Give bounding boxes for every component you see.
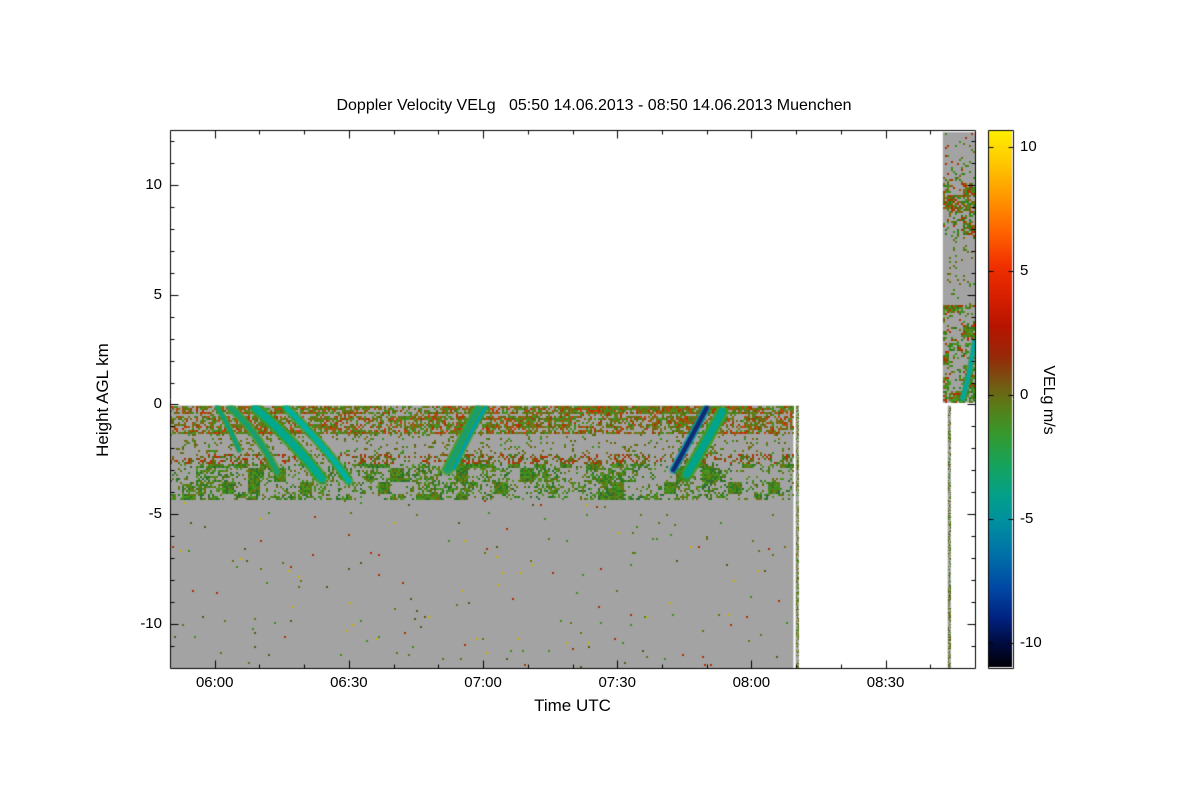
x-tick-label-4: 08:00 — [732, 674, 771, 691]
y-tick-label-4: -10 — [140, 615, 162, 633]
x-tick-label-5: 08:30 — [866, 674, 905, 691]
y-tick-label-1: 5 — [153, 285, 162, 303]
y-tick-label-3: -5 — [148, 505, 162, 523]
x-tick-label-0: 06:00 — [195, 674, 234, 691]
x-tick-label-3: 07:30 — [598, 674, 636, 691]
colorbar-tick-label-1: 5 — [1020, 262, 1029, 280]
y-tick-label-0: 10 — [145, 175, 162, 193]
colorbar-tick-label-2: 0 — [1020, 386, 1029, 404]
x-axis-label: Time UTC — [534, 696, 611, 715]
x-tick-label-1: 06:30 — [330, 674, 368, 691]
chart-title: Doppler Velocity VELg 05:50 14.06.2013 -… — [336, 97, 852, 114]
colorbar-tick-label-0: 10 — [1020, 138, 1037, 156]
x-tick-label-2: 07:00 — [464, 674, 502, 691]
y-axis-label: Height AGL km — [93, 343, 112, 457]
y-tick-label-2: 0 — [153, 395, 162, 413]
colorbar-tick-label-3: -5 — [1020, 510, 1034, 528]
colorbar-tick-label-4: -10 — [1020, 634, 1042, 652]
